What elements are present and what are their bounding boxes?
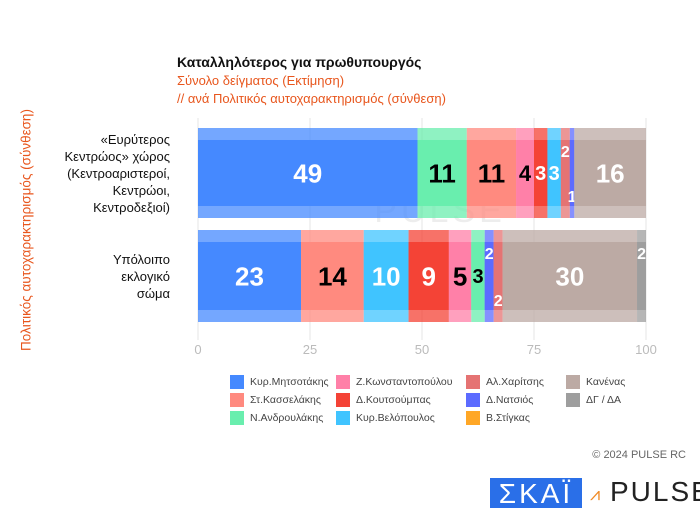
bar-segment: [493, 242, 503, 310]
data-label: 3: [549, 163, 560, 185]
category-label-line: Κεντροδεξιοί): [93, 199, 170, 215]
bar-segment: [448, 242, 472, 310]
chart-subtitle: Σύνολο δείγματος (Εκτίμηση): [177, 73, 345, 88]
copyright: © 2024 PULSE RC: [592, 449, 686, 461]
category-label-line: Υπόλοιπο: [112, 251, 170, 267]
data-label: 49: [293, 158, 322, 188]
data-label: 11: [428, 158, 456, 188]
x-tick-label: 75: [527, 342, 541, 357]
legend-item: Κανένας: [566, 375, 625, 389]
bar-segment: [417, 140, 467, 206]
data-label: 14: [318, 261, 347, 291]
category-label-line: σώμα: [136, 285, 170, 301]
legend-item: Δ.Κουτσούμπας: [336, 393, 431, 407]
bar-segment: [363, 242, 409, 310]
skai-logo: ΣΚΑΪ: [490, 478, 582, 509]
bar-segment: [574, 140, 646, 206]
legend-swatch: [566, 375, 580, 389]
legend-swatch: [230, 375, 244, 389]
pulse-logo-mark: ⩘: [590, 484, 601, 504]
legend-item: Ν.Ανδρουλάκης: [230, 411, 323, 425]
legend-item: ΔΓ / ΔΑ: [566, 393, 621, 407]
legend-item: Ζ.Κωνσταντοπούλου: [336, 375, 453, 389]
legend-label: Στ.Κασσελάκης: [250, 394, 321, 406]
data-label: 3: [472, 266, 483, 288]
data-label: 4: [519, 161, 532, 186]
category-label: «Ευρύτερος Κεντρώος» χώρος (Κεντροαριστερο…: [65, 131, 171, 216]
bar-segment: [534, 140, 548, 206]
legend-item: Β.Στίγκας: [466, 411, 530, 425]
legend-label: Αλ.Χαρίτσης: [486, 376, 544, 388]
category-label-line: Κεντρώος» χώρος: [64, 148, 171, 164]
bar-segment: [471, 242, 485, 310]
x-tick-label: 50: [415, 342, 429, 357]
bar-segment: [547, 140, 561, 206]
bar-segment: [516, 140, 534, 206]
legend-swatch: [336, 393, 350, 407]
x-tick-label: 0: [194, 342, 201, 357]
legend-item: Στ.Κασσελάκης: [230, 393, 321, 407]
category-label-line: Κεντρώοι,: [112, 182, 170, 198]
data-label: 5: [453, 261, 467, 291]
bar-segment: [301, 242, 364, 310]
category-label: Υπόλοιπο εκλογικό σώμα: [113, 251, 170, 302]
legend-label: Β.Στίγκας: [486, 412, 530, 424]
legend-label: Ζ.Κωνσταντοπούλου: [356, 376, 453, 388]
data-label: 2: [494, 293, 503, 310]
legend-label: Δ.Κουτσούμπας: [356, 394, 431, 406]
x-tick-label: 25: [303, 342, 317, 357]
legend-label: Ν.Ανδρουλάκης: [250, 412, 324, 424]
data-label: 30: [555, 261, 584, 291]
legend-swatch: [466, 393, 480, 407]
bar-segment: [408, 242, 449, 310]
bar-segment: [569, 140, 575, 206]
chart-title: Καταλληλότερος για πρωθυπουργός: [177, 54, 422, 70]
bar-segment: [198, 140, 418, 206]
data-label: 2: [485, 246, 494, 263]
chart-subtitle-2: // ανά Πολιτικός αυτοχαρακτηρισμός (σύνθ…: [177, 91, 446, 106]
bar-segment: [466, 140, 517, 206]
pulse-logo: PULSE: [610, 476, 700, 507]
data-label: 9: [421, 261, 435, 291]
legend-label: Κυρ.Βελόπουλος: [356, 412, 435, 424]
category-label-line: «Ευρύτερος: [100, 131, 170, 147]
legend-item: Αλ.Χαρίτσης: [466, 375, 544, 389]
bar-segment: [198, 242, 302, 310]
legend-swatch: [466, 375, 480, 389]
legend-swatch: [230, 393, 244, 407]
legend-label: ΔΓ / ΔΑ: [586, 394, 621, 406]
legend-item: Κυρ.Βελόπουλος: [336, 411, 435, 425]
data-label: 2: [561, 144, 570, 161]
legend-swatch: [566, 393, 580, 407]
legend-label: Δ.Νατσιός: [486, 394, 534, 406]
x-tick-label: 100: [635, 342, 657, 357]
bar-segment: [484, 242, 494, 310]
legend-item: Δ.Νατσιός: [466, 393, 533, 407]
legend-swatch: [466, 411, 480, 425]
category-label-line: εκλογικό: [121, 268, 170, 284]
data-label: 11: [478, 158, 506, 188]
legend-label: Κυρ.Μητσοτάκης: [250, 376, 329, 388]
legend-swatch: [336, 411, 350, 425]
legend-swatch: [336, 375, 350, 389]
bar-segment: [560, 140, 570, 206]
data-label: 2: [637, 246, 646, 263]
data-label: 10: [372, 261, 401, 291]
category-label-line: (Κεντροαριστεροί,: [67, 165, 170, 181]
data-label: 1: [568, 189, 577, 206]
legend-label: Κανένας: [586, 376, 626, 388]
legend-swatch: [230, 411, 244, 425]
data-label: 3: [535, 163, 546, 185]
bar-segment: [502, 242, 638, 310]
legend-item: Κυρ.Μητσοτάκης: [230, 375, 329, 389]
data-label: 16: [596, 158, 625, 188]
data-label: 23: [235, 261, 264, 291]
bar-segment: [637, 242, 646, 310]
